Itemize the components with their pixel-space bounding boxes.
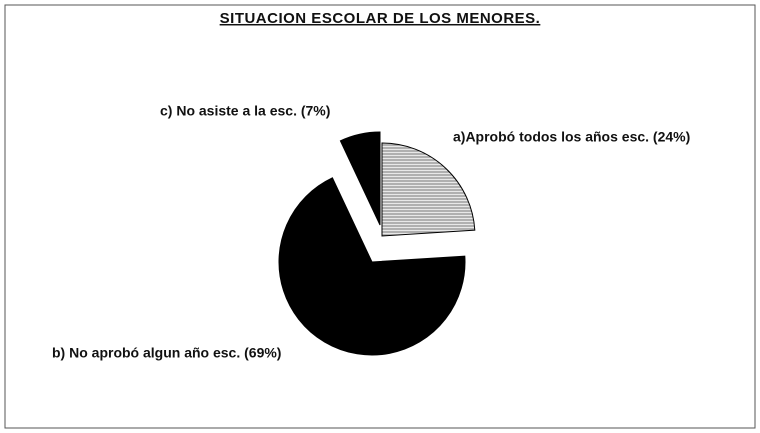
slice-label: a)Aprobó todos los años esc. (24%) [453, 129, 690, 145]
chart-title: SITUACION ESCOLAR DE LOS MENORES. [220, 10, 541, 27]
slice-label: c) No asiste a la esc. (7%) [160, 103, 330, 119]
slice-label: b) No aprobó algun año esc. (69%) [52, 345, 281, 361]
pie-slice [339, 131, 381, 226]
pie-slice [278, 177, 466, 356]
frame [4, 4, 756, 429]
pie-slice [381, 142, 476, 237]
